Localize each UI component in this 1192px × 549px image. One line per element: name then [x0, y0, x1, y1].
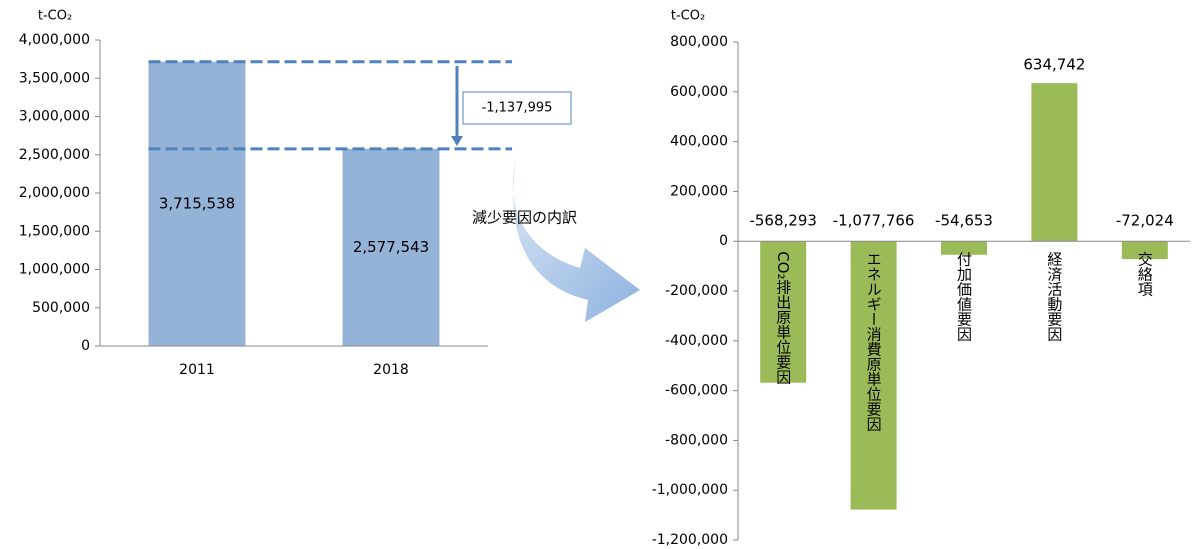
y-tick-label: 800,000	[670, 34, 728, 50]
value-label: 2,577,543	[353, 238, 429, 256]
y-tick-label: 200,000	[670, 183, 728, 199]
category-label: 経済活動要因	[1045, 251, 1063, 341]
difference-label: -1,137,995	[482, 101, 553, 116]
y-tick-label: 4,000,000	[19, 32, 90, 48]
y-tick-label: 3,500,000	[19, 70, 90, 86]
y-tick-label: 2,000,000	[19, 185, 90, 201]
y-tick-label: 1,500,000	[19, 223, 90, 239]
y-tick-label: 500,000	[32, 300, 90, 316]
breakdown-label: 減少要因の内訳	[472, 209, 577, 227]
x-tick-label: 2011	[179, 362, 215, 378]
bar	[850, 241, 897, 510]
value-label: -1,077,766	[833, 212, 915, 230]
y-tick-label: 1,000,000	[19, 262, 90, 278]
value-label: 634,742	[1023, 56, 1085, 74]
bar	[760, 241, 807, 383]
bar	[148, 61, 246, 346]
value-label: 3,715,538	[159, 194, 235, 212]
bar	[1031, 83, 1078, 242]
y-tick-label: -800,000	[665, 432, 728, 448]
y-tick-label: 0	[81, 338, 90, 354]
value-label: -568,293	[749, 212, 816, 230]
category-label: 付加価値要因	[955, 251, 973, 341]
value-label: -54,653	[935, 212, 993, 230]
category-label: CO₂排出原単位要因	[774, 251, 792, 384]
bar	[342, 148, 440, 346]
y-axis-title: t-CO₂	[38, 9, 72, 24]
y-tick-label: -400,000	[665, 333, 728, 349]
y-tick-label: -1,200,000	[652, 532, 728, 548]
y-tick-label: 3,000,000	[19, 109, 90, 125]
y-tick-label: -1,000,000	[652, 482, 728, 498]
value-label: -72,024	[1116, 212, 1174, 230]
category-label: 交絡項	[1136, 250, 1154, 296]
y-axis-title: t-CO₂	[671, 9, 705, 24]
y-tick-label: 2,500,000	[19, 147, 90, 163]
y-tick-label: 400,000	[670, 134, 728, 150]
bar	[941, 241, 987, 255]
arrow-head	[451, 136, 463, 146]
x-tick-label: 2018	[373, 362, 409, 378]
y-tick-label: -600,000	[665, 383, 728, 399]
category-label: エネルギー消費原単位要因	[865, 251, 883, 431]
y-tick-label: 0	[719, 233, 728, 249]
y-tick-label: 600,000	[670, 84, 728, 100]
curved-arrow	[512, 160, 640, 322]
bar	[1121, 241, 1168, 260]
annotation-box	[462, 91, 572, 125]
y-tick-label: -200,000	[665, 283, 728, 299]
